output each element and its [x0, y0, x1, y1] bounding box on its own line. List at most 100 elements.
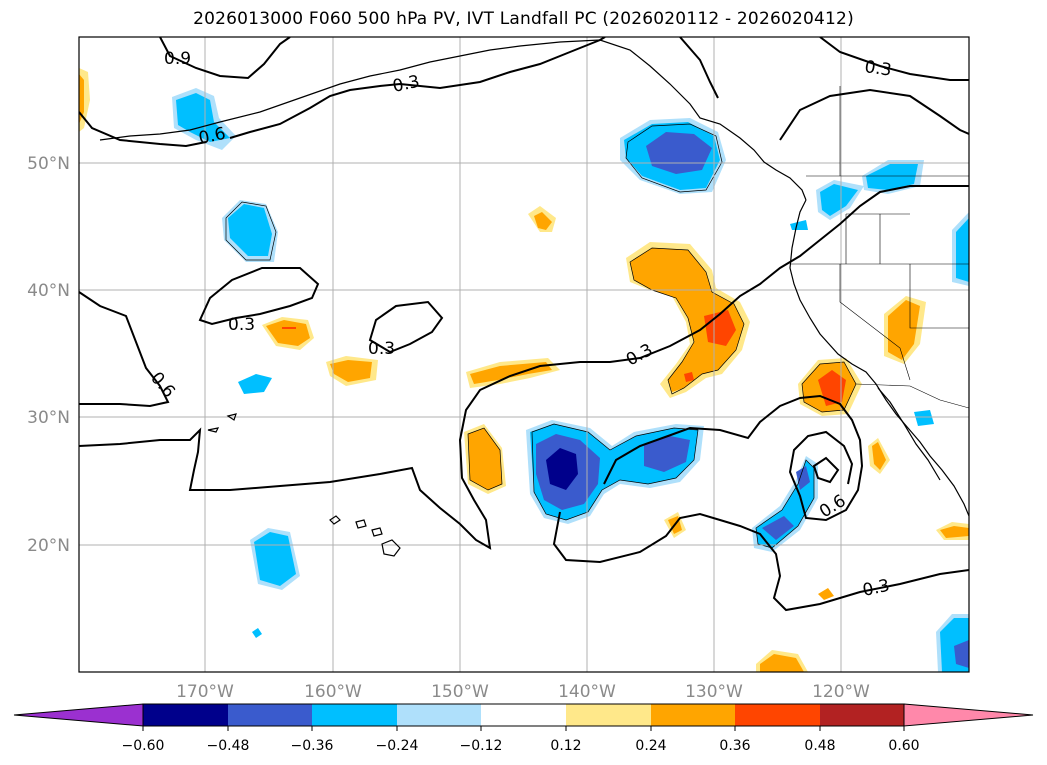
anomaly-region — [796, 466, 810, 490]
pv-contour — [368, 300, 444, 354]
colorbar-ticks — [142, 726, 905, 731]
pv-contour — [812, 456, 840, 484]
colorbar-bin — [228, 704, 312, 726]
border — [855, 383, 969, 409]
contour-label: 0.3 — [228, 315, 255, 335]
alaska-coast — [99, 39, 807, 201]
colorbar-bin — [312, 704, 397, 726]
lon-label: 140°W — [558, 682, 616, 702]
political-borders — [790, 86, 969, 409]
anomaly-region — [820, 184, 858, 216]
border — [909, 264, 969, 329]
lon-labels: 170°W 160°W 150°W 140°W 130°W 120°W — [176, 682, 870, 702]
pv-contour — [198, 267, 320, 326]
anomaly-region — [630, 248, 744, 392]
island — [371, 527, 383, 537]
north-america-coast — [789, 199, 969, 517]
colorbar: −0.60 −0.48 −0.36 −0.24 −0.12 0.12 0.24 … — [13, 703, 1034, 754]
pv-contour — [159, 37, 291, 80]
contour-label: 0.9 — [164, 49, 191, 69]
colorbar-frame — [142, 703, 905, 727]
anomaly-region — [760, 654, 804, 672]
anomaly-region — [954, 640, 969, 668]
shading-outline — [225, 201, 277, 261]
colorbar-extend-low — [13, 703, 144, 727]
colorbar-tick-label: −0.48 — [207, 738, 250, 754]
anomaly-region — [790, 220, 808, 230]
shading-outline — [467, 427, 503, 491]
colorbar-bin — [651, 704, 735, 726]
colorbar-bin — [397, 704, 481, 726]
pv-contour — [552, 511, 969, 612]
lon-label: 150°W — [431, 682, 489, 702]
contour-label: 0.3 — [863, 57, 893, 81]
lon-label: 130°W — [685, 682, 743, 702]
anomaly-region — [914, 410, 934, 426]
anomaly-region — [468, 428, 502, 490]
lon-label: 170°W — [176, 682, 234, 702]
anomaly-region — [872, 442, 886, 470]
island — [381, 539, 401, 557]
colorbar-bin — [735, 704, 820, 726]
colorbar-bin — [481, 704, 566, 726]
baja-coast — [877, 387, 941, 481]
lat-label: 20°N — [27, 536, 70, 556]
anomaly-region — [546, 448, 578, 490]
anomaly-region — [940, 526, 969, 538]
anomaly-region — [282, 327, 296, 329]
colorbar-tick-label: −0.60 — [122, 738, 165, 754]
colorbar-extend-high — [903, 703, 1034, 727]
island — [355, 519, 367, 529]
lon-label: 160°W — [304, 682, 362, 702]
colorbar-tick-label: −0.12 — [460, 738, 503, 754]
anomaly-region — [684, 372, 694, 382]
pv-contour — [779, 88, 969, 141]
anomaly-region — [252, 628, 262, 638]
island — [226, 413, 237, 421]
colorbar-tick-label: 0.24 — [635, 738, 666, 754]
shading-outline — [755, 459, 815, 549]
anomaly-region — [762, 516, 794, 540]
anomaly-region — [238, 374, 272, 394]
colorbar-tick-label: −0.36 — [291, 738, 334, 754]
anomaly-region — [956, 218, 969, 282]
colorbar-tick-label: −0.24 — [376, 738, 419, 754]
anomaly-region — [534, 212, 552, 230]
pv-contour — [603, 394, 864, 522]
anomaly-region — [79, 74, 84, 124]
border — [839, 264, 911, 381]
pv-contour — [679, 37, 719, 99]
anomaly-region — [866, 164, 918, 190]
anomaly-region — [818, 588, 834, 600]
pv-contour — [79, 185, 969, 550]
anomaly-region — [470, 362, 552, 384]
pv-contour — [229, 37, 606, 139]
anomaly-region — [330, 360, 372, 382]
map-title: 2026013000 F060 500 hPa PV, IVT Landfall… — [193, 9, 854, 29]
anomaly-region — [266, 320, 310, 346]
lat-labels: 50°N 40°N 30°N 20°N — [27, 154, 70, 556]
lat-label: 30°N — [27, 408, 70, 428]
colorbar-tick-label: 0.48 — [804, 738, 835, 754]
lat-label: 50°N — [27, 154, 70, 174]
coastlines — [99, 39, 969, 557]
colorbar-tick-label: 0.12 — [550, 738, 581, 754]
colorbar-bin — [820, 704, 904, 726]
border — [845, 213, 910, 264]
island — [329, 515, 341, 525]
plot-border — [78, 36, 970, 673]
pv-contour — [79, 111, 207, 148]
anomaly-region — [704, 310, 736, 346]
lat-label: 40°N — [27, 281, 70, 301]
island — [207, 427, 220, 433]
colorbar-bin — [143, 704, 228, 726]
shading-outline — [801, 361, 857, 413]
shading-outline — [629, 247, 745, 395]
pv-contour — [79, 291, 170, 408]
colorbar-bin — [566, 704, 651, 726]
colorbar-tick-label: 0.36 — [719, 738, 750, 754]
colorbar-tick-label: 0.60 — [888, 738, 919, 754]
contour-label: 0.3 — [368, 339, 395, 359]
pv-contour — [819, 37, 969, 81]
